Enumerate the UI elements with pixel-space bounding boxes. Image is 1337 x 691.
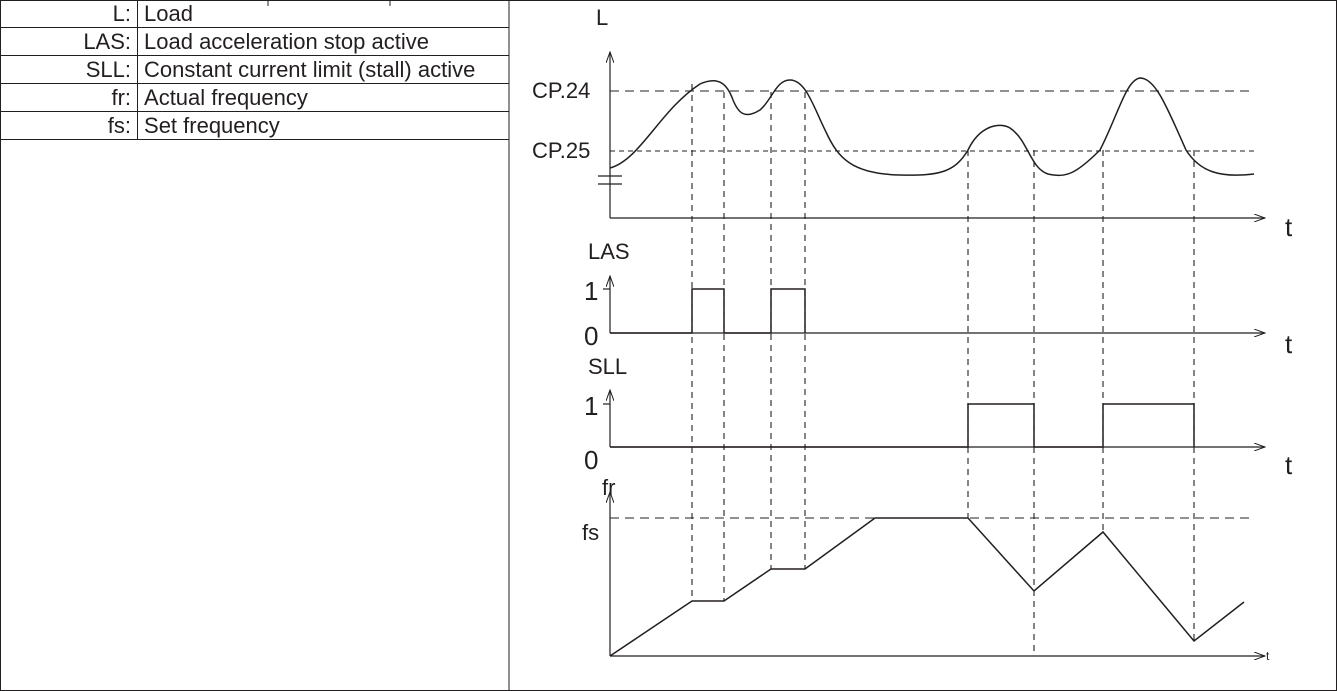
legend-table: L: Load LAS: Load acceleration stop acti… [0, 0, 509, 140]
transition-markers [691, 84, 1195, 656]
legend-desc: Load [144, 1, 193, 26]
las-pulse [610, 288, 806, 334]
legend-row: LAS: Load acceleration stop active [0, 27, 509, 56]
fr-curve [609, 517, 1245, 657]
time-label: t [1285, 212, 1293, 242]
fr-axis-label: fr [602, 475, 615, 500]
legend-desc: Actual frequency [144, 85, 308, 110]
legend-abbr: fs: [0, 111, 139, 140]
sll-axis-label: SLL [588, 354, 627, 379]
sll-pulse [610, 403, 1195, 448]
time-label: t [1285, 329, 1293, 359]
load-curve [609, 77, 1255, 177]
fs-label: fs [582, 520, 599, 545]
legend-desc: Set frequency [144, 113, 280, 138]
load-axis-label: L [596, 5, 608, 30]
las-axis-label: LAS [588, 239, 630, 264]
legend-desc: Load acceleration stop active [144, 29, 429, 54]
legend-row: fs: Set frequency [0, 111, 509, 140]
legend-row: L: Load [0, 0, 509, 28]
legend-row: SLL: Constant current limit (stall) acti… [0, 55, 509, 84]
time-label: t [1266, 649, 1270, 663]
time-label: t [1285, 450, 1293, 480]
sll-level-0-label: 0 [584, 445, 598, 475]
cp25-label: CP.25 [532, 138, 590, 163]
legend-row: fr: Actual frequency [0, 83, 509, 112]
legend-abbr: SLL: [0, 55, 139, 84]
legend-desc: Constant current limit (stall) active [144, 57, 476, 82]
cp24-label: CP.24 [532, 78, 590, 103]
legend-abbr: LAS: [0, 27, 139, 56]
legend-abbr: fr: [0, 83, 139, 112]
legend-abbr: L: [0, 0, 139, 28]
las-level-1-label: 1 [584, 276, 598, 306]
las-level-0-label: 0 [584, 321, 598, 351]
sll-level-1-label: 1 [584, 391, 598, 421]
